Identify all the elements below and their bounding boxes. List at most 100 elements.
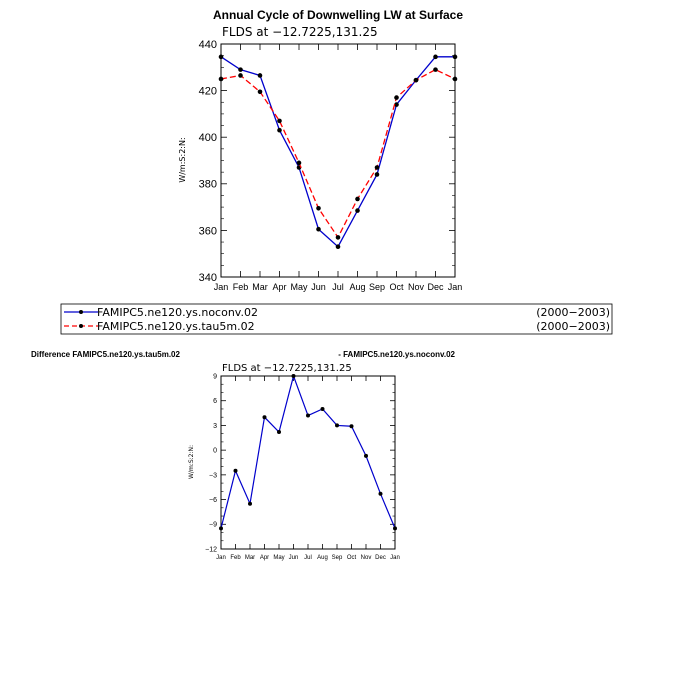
chart-1: Annual Cycle of Downwelling LW at Surfac…: [178, 8, 463, 292]
y-tick-label: −6: [209, 497, 217, 504]
y-tick-label: −9: [209, 522, 217, 529]
data-point: [238, 73, 243, 78]
chart-2-title-right: - FAMIPC5.ne120.ys.noconv.02: [338, 350, 455, 359]
data-point: [277, 430, 281, 435]
data-point: [277, 118, 282, 124]
data-point: [335, 244, 341, 250]
legend-label-noconv: FAMIPC5.ne120.ys.noconv.02: [97, 306, 258, 319]
y-tick-label: −12: [205, 546, 217, 553]
data-point: [394, 95, 399, 100]
series-line-0: [220, 373, 396, 529]
data-point: [218, 76, 224, 82]
y-tick-label: 3: [213, 423, 217, 430]
data-point: [393, 526, 397, 531]
data-point: [374, 165, 380, 170]
chart-2-ylabel: W/m:S:2:N:: [188, 445, 195, 479]
x-tick-label: Oct: [389, 282, 404, 292]
chart-2-xticks: Jan Feb Mar Apr May Jun Jul Aug Sep Oct Nov Dec Jan: [216, 376, 400, 561]
legend-label-tau5m: FAMIPC5.ne120.ys.tau5m.02: [97, 320, 255, 333]
chart-2: Difference FAMIPC5.ne120.ys.tau5m.02 - F…: [31, 350, 456, 561]
x-tick-label: Jan: [390, 555, 400, 561]
y-tick-label: 340: [199, 272, 217, 284]
data-point: [296, 160, 302, 166]
data-point: [355, 196, 360, 202]
x-tick-label: Dec: [375, 555, 386, 561]
y-tick-label: 420: [199, 85, 217, 97]
data-point: [291, 374, 296, 378]
chart-1-ylabel: W/m:S:2:N:: [178, 137, 187, 182]
x-tick-label: Jan: [216, 555, 226, 561]
y-tick-label: 0: [213, 448, 217, 455]
x-tick-label: Jan: [214, 282, 229, 292]
data-point: [257, 73, 263, 78]
x-tick-label: Feb: [233, 282, 249, 292]
data-point: [233, 468, 238, 473]
y-tick-label: 400: [199, 132, 217, 144]
y-tick-label: 440: [199, 39, 217, 51]
x-tick-label: Dec: [427, 282, 444, 292]
legend: FAMIPC5.ne120.ys.noconv.02 (2000−2003) F…: [60, 303, 613, 335]
chart-1-axes: [220, 43, 456, 278]
data-point: [413, 77, 419, 83]
x-tick-label: Jan: [448, 282, 463, 292]
y-tick-label: 360: [199, 225, 217, 237]
x-tick-label: Apr: [272, 282, 286, 292]
y-tick-label: 380: [199, 179, 217, 191]
data-point: [374, 172, 380, 177]
x-tick-label: Jul: [332, 282, 344, 292]
legend-box: [60, 303, 613, 335]
data-point: [335, 235, 341, 240]
data-point: [378, 491, 383, 496]
data-point: [306, 413, 310, 418]
x-tick-label: May: [273, 555, 284, 561]
x-tick-label: May: [290, 282, 308, 292]
x-tick-label: Jul: [304, 555, 312, 561]
data-point: [349, 424, 354, 429]
x-tick-label: Apr: [260, 555, 269, 561]
plot-frame: [220, 43, 456, 278]
x-tick-label: Jun: [289, 555, 299, 561]
data-point: [364, 453, 368, 458]
x-tick-label: Aug: [317, 555, 328, 561]
legend-period-tau5m: (2000−2003): [536, 320, 610, 333]
series-line-0: [220, 56, 455, 248]
x-tick-label: Nov: [408, 282, 425, 292]
data-point: [452, 76, 458, 82]
x-tick-label: Mar: [252, 282, 268, 292]
data-point: [277, 127, 282, 133]
data-point: [262, 415, 267, 420]
y-tick-label: 6: [213, 398, 217, 405]
data-point: [394, 102, 399, 107]
chart-1-title: Annual Cycle of Downwelling LW at Surfac…: [213, 8, 463, 22]
data-point: [218, 54, 224, 60]
data-point: [316, 226, 321, 232]
data-point: [433, 54, 438, 60]
data-point: [238, 67, 243, 72]
data-point: [219, 526, 223, 531]
chart-1-xticks: Jan Feb Mar Apr May Jun Jul Aug Sep Oct Nov Dec Jan: [214, 44, 463, 292]
data-point: [320, 406, 325, 411]
y-tick-label: 9: [213, 373, 217, 380]
data-point: [316, 205, 321, 211]
data-point: [248, 501, 252, 506]
x-tick-label: Feb: [230, 555, 241, 561]
y-tick-label: −3: [209, 472, 217, 479]
chart-2-series: [219, 373, 397, 531]
data-point: [452, 54, 458, 60]
data-point: [355, 208, 360, 213]
x-tick-label: Jun: [311, 282, 326, 292]
legend-period-noconv: (2000−2003): [536, 306, 610, 319]
chart-1-series: [218, 54, 458, 250]
chart-2-title: Difference FAMIPC5.ne120.ys.tau5m.02: [31, 350, 181, 359]
x-tick-label: Oct: [347, 555, 357, 561]
chart-1-yticks: 340 360 380 400 420 440: [199, 39, 455, 284]
chart-2-yticks: −12 −9 −6 −3 0 3 6 9: [205, 373, 395, 553]
data-point: [257, 89, 263, 95]
legend-marker-tau5m: [79, 324, 83, 328]
x-tick-label: Nov: [361, 555, 372, 561]
x-tick-label: Sep: [369, 282, 385, 292]
x-tick-label: Aug: [349, 282, 365, 292]
x-tick-label: Mar: [245, 555, 255, 561]
series-line-1: [220, 68, 456, 239]
chart-1-subtitle: FLDS at −12.7225,131.25: [222, 25, 378, 39]
